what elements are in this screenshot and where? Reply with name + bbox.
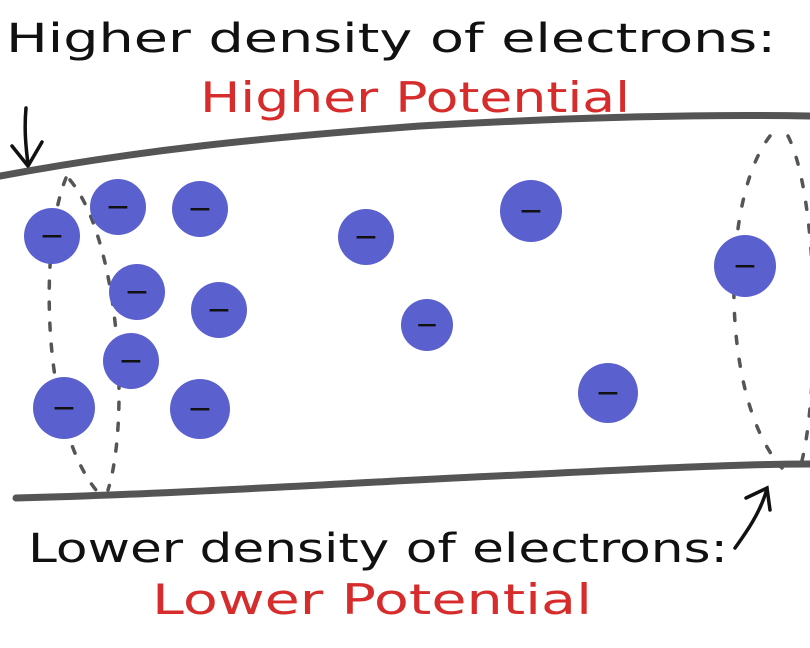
electron: −	[191, 282, 247, 338]
bottom-density-label: Lower density of electrons:	[28, 526, 728, 572]
up-arrow-icon	[733, 485, 772, 550]
wire-top-edge	[0, 111, 810, 180]
svg-text:−: −	[353, 220, 378, 255]
electron: −	[24, 208, 80, 264]
electron: −	[33, 377, 95, 439]
electron: −	[170, 379, 230, 439]
svg-text:−: −	[415, 308, 438, 341]
top-density-label: Higher density of electrons:	[6, 16, 776, 62]
svg-text:−: −	[518, 194, 543, 229]
electron: −	[90, 179, 146, 235]
svg-text:−: −	[595, 376, 620, 411]
svg-text:−: −	[187, 392, 212, 427]
svg-text:−: −	[51, 391, 76, 426]
svg-text:−: −	[732, 249, 757, 284]
svg-text:−: −	[118, 344, 143, 379]
left-cross-section-ellipse	[47, 176, 121, 492]
svg-text:−: −	[187, 192, 212, 227]
electron: −	[172, 181, 228, 237]
electron: −	[109, 264, 165, 320]
down-arrow-icon	[10, 106, 44, 170]
svg-text:−: −	[105, 190, 130, 225]
electron: −	[401, 299, 453, 351]
top-potential-label: Higher Potential	[200, 73, 630, 122]
bottom-potential-label: Lower Potential	[152, 575, 592, 624]
wire-bottom-edge	[12, 460, 810, 502]
electron: −	[103, 333, 159, 389]
svg-text:−: −	[206, 293, 231, 328]
electron: −	[578, 363, 638, 423]
electron: −	[500, 180, 562, 242]
svg-text:−: −	[124, 275, 149, 310]
right-cross-section-ellipse	[732, 134, 810, 470]
electron: −	[338, 209, 394, 265]
svg-text:−: −	[39, 219, 64, 254]
electron: −	[714, 235, 776, 297]
